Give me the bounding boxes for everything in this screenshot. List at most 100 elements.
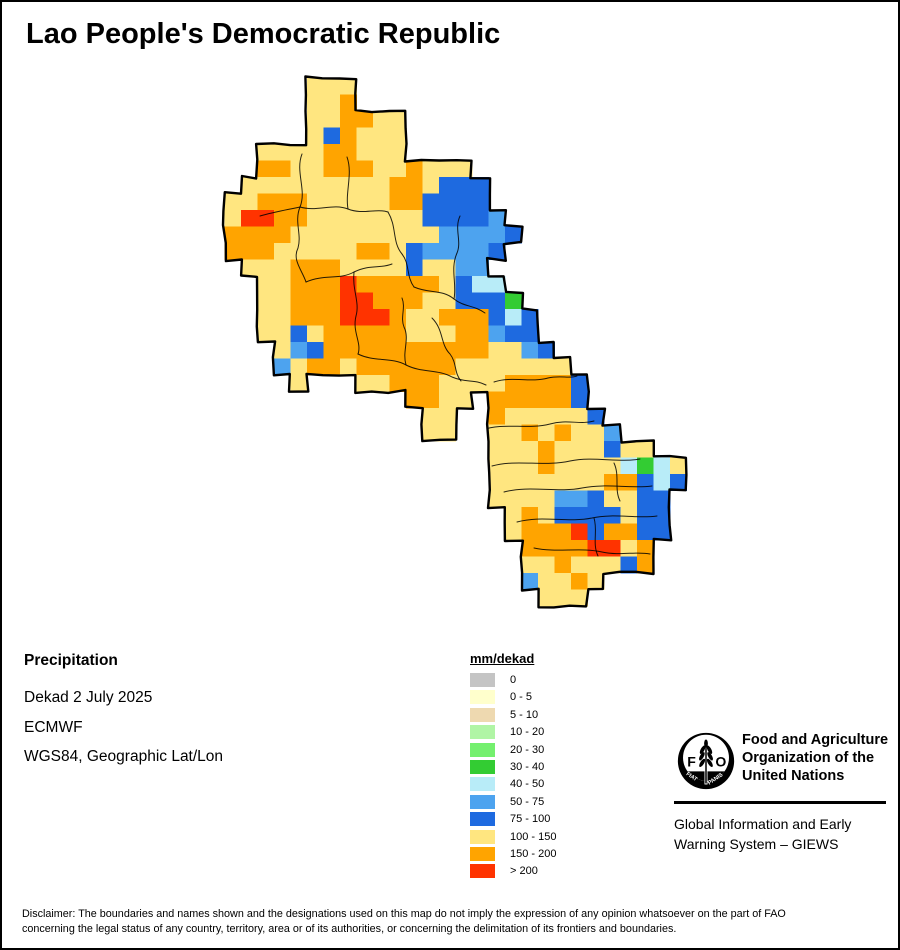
precip-cell [439, 210, 456, 227]
precip-cell [356, 177, 374, 194]
precip-cell [356, 144, 374, 161]
precip-cell [505, 292, 522, 310]
precip-cell [472, 193, 489, 211]
legend-label: 50 - 75 [510, 795, 545, 808]
precip-cell [224, 210, 242, 227]
legend-item: 10 - 20 [470, 725, 556, 740]
precip-cell [439, 375, 456, 392]
precip-cell [521, 540, 539, 557]
precip-cell [472, 358, 489, 376]
precip-cell [373, 342, 390, 359]
precip-cell [422, 193, 440, 211]
precip-cell [389, 309, 407, 326]
precip-cell [323, 342, 341, 359]
precip-cell [505, 342, 522, 359]
precip-cell [340, 358, 357, 376]
precip-cell [389, 226, 407, 244]
precip-cell [290, 342, 308, 359]
precip-cell [538, 441, 555, 458]
province-boundaries [259, 153, 658, 557]
precip-cell [571, 507, 588, 524]
precip-cell [323, 111, 341, 128]
precip-cell [455, 358, 473, 376]
precip-cell [587, 507, 605, 524]
precip-cell [505, 523, 522, 541]
precip-cell [637, 556, 654, 574]
precip-cell [488, 457, 506, 475]
precip-cell [307, 94, 324, 112]
fao-logo: F O FIAT PANIS [677, 732, 735, 790]
precip-cell [538, 490, 555, 508]
precip-cell [290, 375, 308, 392]
precip-cell [241, 259, 258, 277]
disclaimer-line: Disclaimer: The boundaries and names sho… [22, 908, 786, 920]
precip-cell [389, 259, 407, 277]
precip-cell [422, 259, 440, 277]
precip-cell [257, 292, 275, 310]
precip-cell [290, 243, 308, 260]
precip-cell [455, 375, 473, 392]
precip-cell [356, 243, 374, 260]
precip-cell [439, 193, 456, 211]
precip-cell [554, 391, 572, 409]
precip-cell [307, 226, 324, 244]
precip-cell [587, 424, 605, 442]
precip-cell [620, 507, 638, 524]
precip-cell [571, 375, 588, 392]
precip-cell [670, 457, 687, 475]
precip-cell [538, 540, 555, 557]
legend-items: 0 0 - 5 5 - 10 10 - 20 20 - 30 30 - 40 40 - 50… [470, 673, 556, 879]
legend-label: 20 - 30 [510, 743, 545, 756]
precip-cell [356, 292, 374, 310]
precip-cell [340, 210, 357, 227]
precip-cell [554, 408, 572, 425]
precip-cell [637, 523, 654, 541]
precip-cell [571, 573, 588, 590]
precip-cell [472, 276, 489, 293]
precip-cell [422, 210, 440, 227]
precip-cell [340, 292, 357, 310]
precip-cell [604, 540, 621, 557]
precip-cell [538, 589, 555, 607]
precip-cell [472, 243, 489, 260]
precip-cell [554, 540, 572, 557]
precip-cell [373, 144, 390, 161]
precip-cell [538, 523, 555, 541]
precip-cell [554, 441, 572, 458]
legend-label: 75 - 100 [510, 813, 551, 826]
precip-cell [587, 556, 605, 574]
precip-cell [455, 193, 473, 211]
precip-cell [274, 160, 291, 178]
precip-cell [406, 177, 423, 194]
precip-cell [521, 325, 539, 343]
precip-cell [224, 193, 242, 211]
legend-swatch [470, 673, 495, 687]
precip-cell [521, 441, 539, 458]
precip-cell [521, 474, 539, 491]
svg-text:F: F [687, 754, 696, 770]
precip-cell [340, 111, 357, 128]
precip-cell [323, 243, 341, 260]
precip-cell [488, 210, 506, 227]
legend-label: 0 - 5 [510, 691, 533, 704]
precip-cell [538, 424, 555, 442]
wheat-icon [699, 739, 713, 767]
precip-cell [373, 259, 390, 277]
precip-cell [274, 276, 291, 293]
precip-cell [587, 474, 605, 491]
legend-label: > 200 [510, 865, 538, 878]
precip-cell [373, 160, 390, 178]
precip-cell [439, 358, 456, 376]
precip-cell [323, 325, 341, 343]
precip-cell [340, 342, 357, 359]
legend-item: 100 - 150 [470, 829, 556, 844]
precip-cell [439, 424, 456, 442]
precip-cell [356, 375, 374, 392]
legend-swatch [470, 864, 495, 879]
precip-cell [389, 177, 407, 194]
legend-label: 5 - 10 [510, 708, 539, 721]
legend-swatch [470, 794, 495, 809]
legend-label: 40 - 50 [510, 778, 545, 791]
precip-cell [307, 292, 324, 310]
precip-cell [307, 342, 324, 359]
